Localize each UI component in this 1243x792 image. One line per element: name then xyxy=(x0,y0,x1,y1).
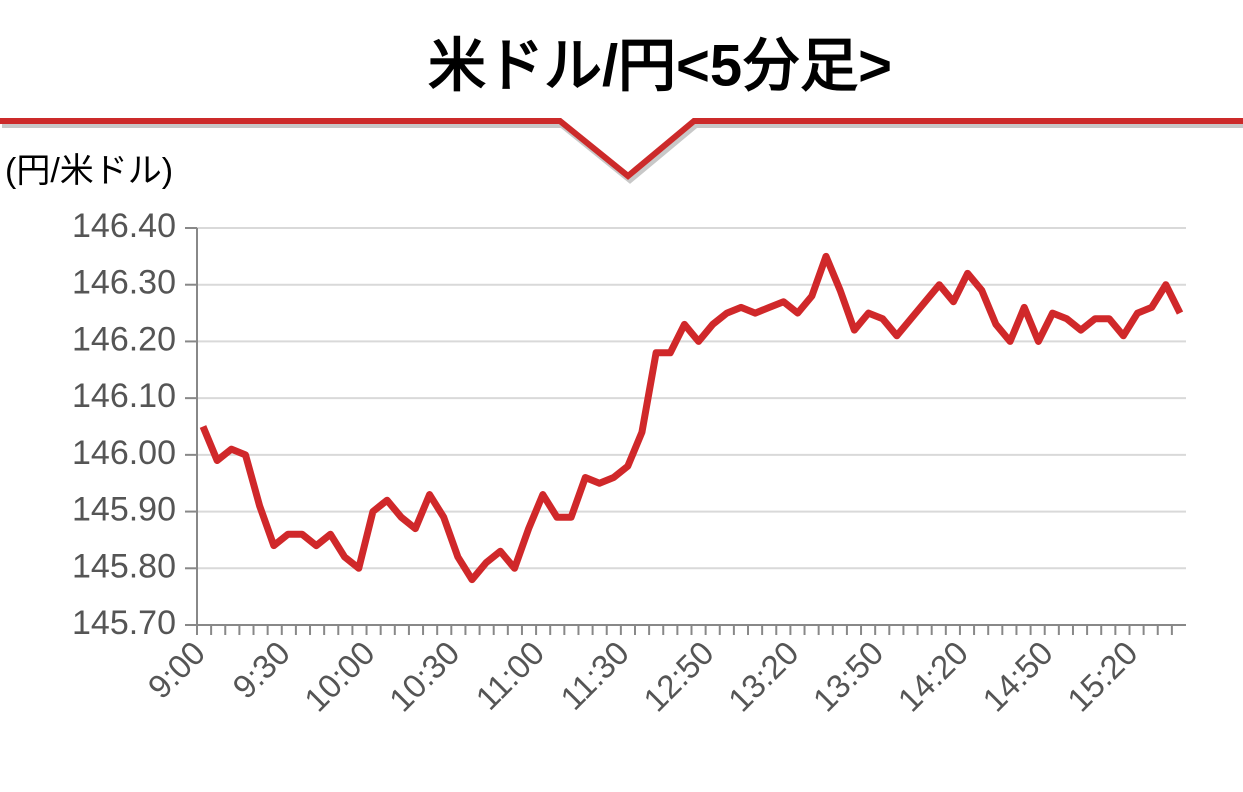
y-tick-label: 146.20 xyxy=(72,320,176,358)
x-tick-label: 13:20 xyxy=(721,634,806,719)
price-line xyxy=(199,252,1184,584)
x-tick-label: 13:50 xyxy=(806,634,891,719)
x-tick-label: 9:30 xyxy=(225,634,297,706)
x-tick-label: 11:00 xyxy=(468,634,551,717)
y-tick-label: 146.40 xyxy=(72,207,176,245)
x-tick-label: 11:30 xyxy=(553,634,636,717)
y-tick-label: 145.90 xyxy=(72,491,176,529)
x-tick-label: 14:20 xyxy=(890,634,975,719)
y-tick-label: 145.70 xyxy=(72,604,176,642)
y-tick-label: 145.80 xyxy=(72,547,176,585)
x-tick-label: 9:00 xyxy=(141,634,213,706)
header-shadow xyxy=(2,122,1243,184)
header-rule xyxy=(0,118,1243,180)
y-axis-label: (円/米ドル) xyxy=(5,152,173,190)
y-tick-label: 146.10 xyxy=(72,377,176,415)
x-tick-label: 12:50 xyxy=(636,634,721,719)
chart-title: 米ドル/円<5分足> xyxy=(428,33,892,98)
x-tick-label: 10:00 xyxy=(297,634,382,719)
y-tick-label: 146.30 xyxy=(72,264,176,302)
x-tick-label: 10:30 xyxy=(382,634,467,719)
x-tick-label: 15:20 xyxy=(1060,634,1145,719)
x-tick-label: 14:50 xyxy=(975,634,1060,719)
y-tick-label: 146.00 xyxy=(72,434,176,472)
